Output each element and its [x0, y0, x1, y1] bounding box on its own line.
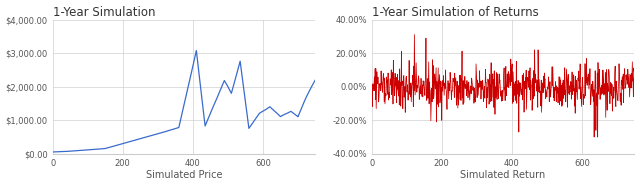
- Text: 1-Year Simulation of Returns: 1-Year Simulation of Returns: [372, 6, 538, 19]
- X-axis label: Simulated Price: Simulated Price: [146, 170, 222, 180]
- Text: 1-Year Simulation: 1-Year Simulation: [52, 6, 155, 19]
- X-axis label: Simulated Return: Simulated Return: [460, 170, 546, 180]
